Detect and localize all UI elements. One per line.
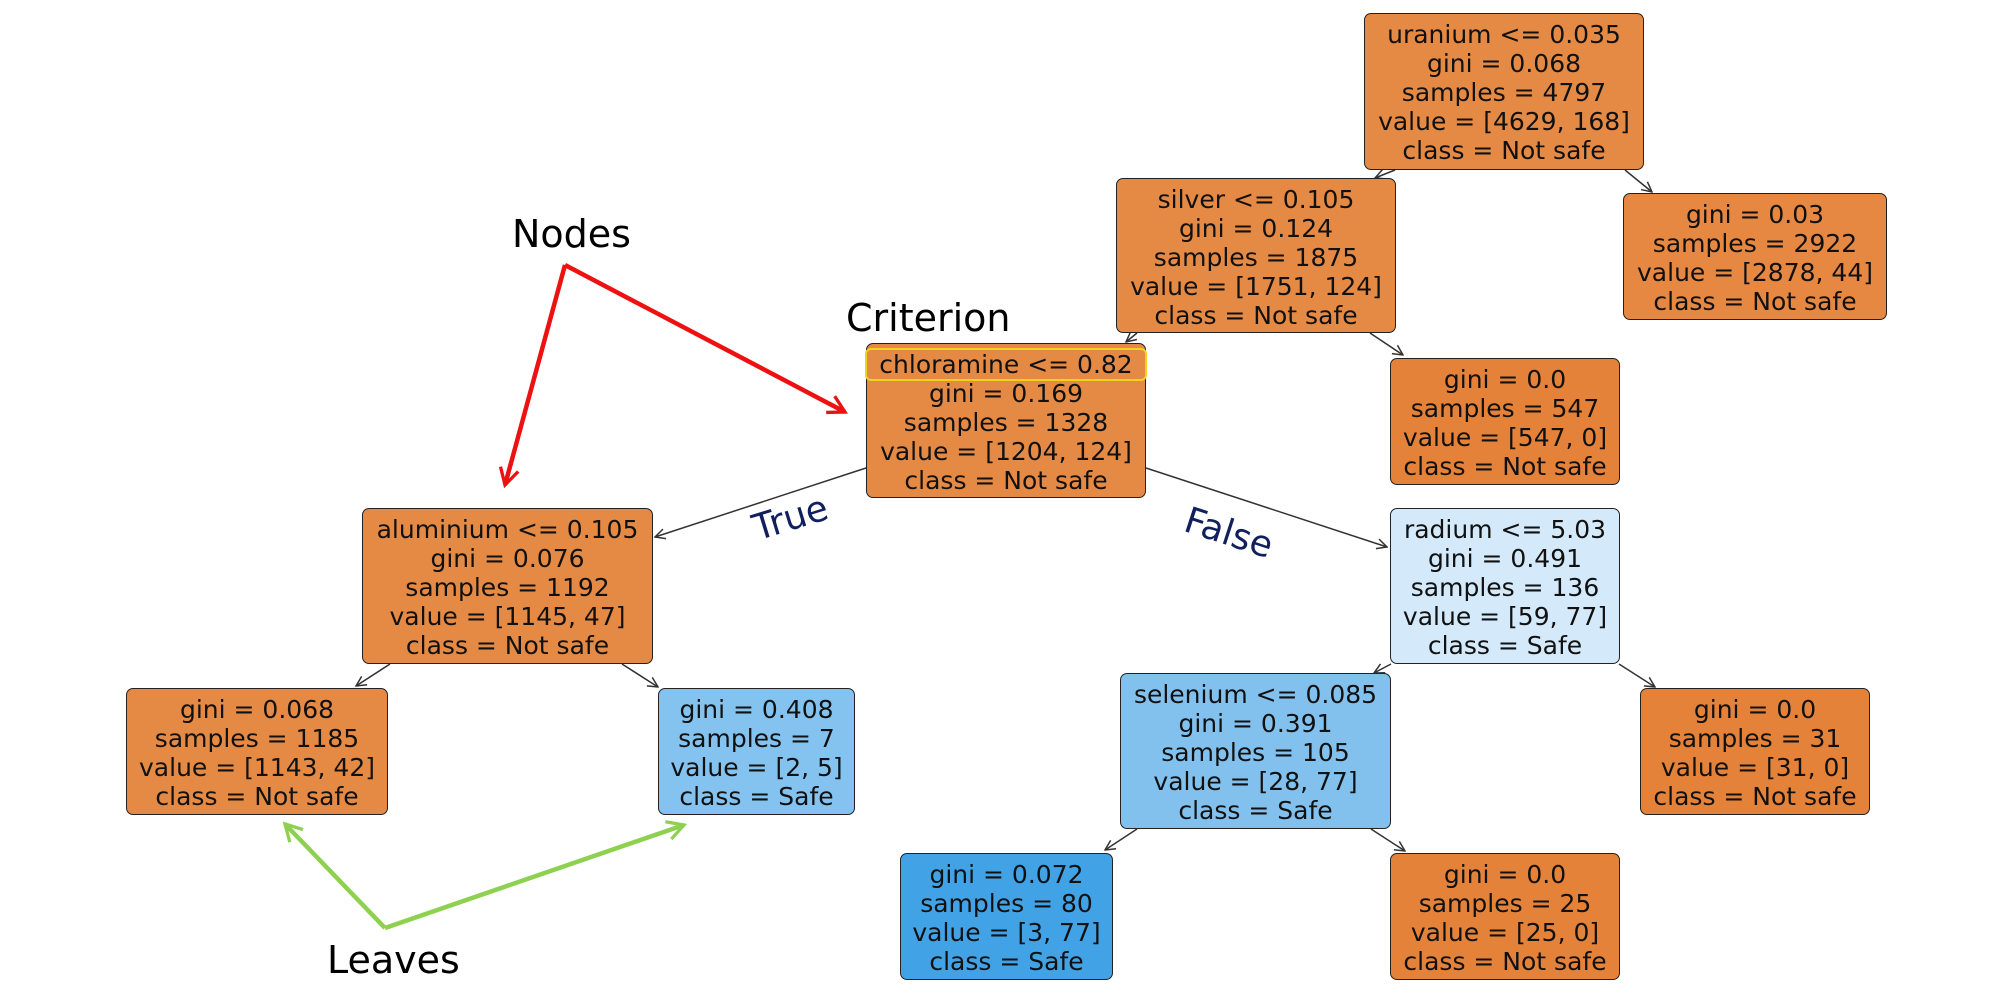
- node-line: class = Not safe: [1653, 782, 1857, 811]
- node-line: samples = 1192: [405, 573, 610, 602]
- annotation-leaves: Leaves: [327, 938, 460, 982]
- node-line: value = [1145, 47]: [389, 602, 626, 631]
- edge-aluminium-leaf-1185: [356, 663, 391, 686]
- node-line: value = [547, 0]: [1402, 423, 1608, 452]
- annotation-criterion: Criterion: [846, 296, 1011, 340]
- node-line: samples = 4797: [1401, 78, 1607, 107]
- node-leaf-80: gini = 0.072 samples = 80 value = [3, 77…: [900, 853, 1113, 980]
- node-leaf-1185: gini = 0.068 samples = 1185 value = [114…: [126, 688, 388, 815]
- edge-uranium-leaf-2922: [1624, 169, 1652, 192]
- edge-chloramine-radium: [1145, 467, 1387, 547]
- node-line: value = [28, 77]: [1153, 767, 1358, 796]
- nodes-arrow-left: [498, 264, 568, 489]
- node-line: gini = 0.408: [679, 695, 834, 724]
- node-line: gini = 0.124: [1178, 214, 1334, 243]
- node-line: uranium <= 0.035: [1387, 20, 1621, 49]
- edge-selenium-leaf-25: [1370, 828, 1405, 851]
- node-line: class = Not safe: [1653, 287, 1857, 316]
- node-leaf-547: gini = 0.0 samples = 547 value = [547, 0…: [1390, 358, 1620, 485]
- nodes-arrow-right: [563, 263, 849, 415]
- node-line: gini = 0.068: [179, 695, 335, 724]
- node-line: value = [25, 0]: [1410, 918, 1600, 947]
- node-line: value = [31, 0]: [1660, 753, 1850, 782]
- leaves-arrow-right: [384, 820, 688, 931]
- node-line: class = Not safe: [155, 782, 359, 811]
- node-line: gini = 0.169: [928, 379, 1084, 408]
- node-line: value = [1204, 124]: [880, 437, 1132, 466]
- node-leaf-31: gini = 0.0 samples = 31 value = [31, 0] …: [1640, 688, 1870, 815]
- node-line: value = [2, 5]: [670, 753, 843, 782]
- edge-aluminium-leaf-7: [621, 663, 658, 687]
- node-silver-split: silver <= 0.105 gini = 0.124 samples = 1…: [1116, 178, 1396, 333]
- node-line: chloramine <= 0.82: [865, 348, 1147, 381]
- node-line: silver <= 0.105: [1157, 185, 1355, 214]
- edge-chloramine-aluminium: [655, 467, 867, 537]
- node-line: samples = 80: [920, 889, 1093, 918]
- annotation-nodes: Nodes: [512, 212, 631, 256]
- node-uranium-split: uranium <= 0.035 gini = 0.068 samples = …: [1364, 13, 1644, 170]
- node-aluminium-split: aluminium <= 0.105 gini = 0.076 samples …: [362, 508, 653, 664]
- node-line: value = [4629, 168]: [1378, 107, 1630, 136]
- node-line: gini = 0.391: [1178, 709, 1333, 738]
- node-line: class = Not safe: [1403, 452, 1607, 481]
- edge-silver-leaf-547: [1369, 332, 1403, 355]
- node-line: samples = 547: [1410, 394, 1600, 423]
- node-line: selenium <= 0.085: [1133, 680, 1378, 709]
- criterion-highlight: chloramine <= 0.82: [865, 348, 1147, 381]
- node-leaf-2922: gini = 0.03 samples = 2922 value = [2878…: [1623, 193, 1887, 320]
- node-leaf-25: gini = 0.0 samples = 25 value = [25, 0] …: [1390, 853, 1620, 980]
- node-radium-split: radium <= 5.03 gini = 0.491 samples = 13…: [1390, 508, 1620, 664]
- edge-silver-chloramine: [1126, 333, 1138, 342]
- node-line: value = [2878, 44]: [1637, 258, 1873, 287]
- edge-uranium-silver: [1375, 170, 1396, 178]
- node-line: gini = 0.0: [1693, 695, 1817, 724]
- node-line: value = [1751, 124]: [1130, 272, 1382, 301]
- node-line: samples = 7: [678, 724, 835, 753]
- node-line: samples = 31: [1668, 724, 1842, 753]
- node-line: samples = 1185: [154, 724, 360, 753]
- node-leaf-7: gini = 0.408 samples = 7 value = [2, 5] …: [658, 688, 855, 815]
- node-line: class = Safe: [1178, 796, 1333, 825]
- node-line: gini = 0.491: [1427, 544, 1583, 573]
- node-line: class = Not safe: [405, 631, 610, 660]
- node-line: class = Not safe: [1403, 947, 1607, 976]
- node-line: gini = 0.068: [1426, 49, 1582, 78]
- node-line: value = [59, 77]: [1402, 602, 1608, 631]
- node-line: samples = 1875: [1153, 243, 1359, 272]
- node-line: gini = 0.072: [929, 860, 1084, 889]
- node-line: value = [3, 77]: [912, 918, 1101, 947]
- node-line: gini = 0.076: [430, 544, 585, 573]
- node-line: radium <= 5.03: [1403, 515, 1607, 544]
- node-line: class = Safe: [929, 947, 1084, 976]
- edge-selenium-leaf-80: [1105, 828, 1138, 850]
- node-line: samples = 25: [1418, 889, 1592, 918]
- node-line: samples = 136: [1410, 573, 1600, 602]
- node-line: class = Safe: [1427, 631, 1583, 660]
- node-selenium-split: selenium <= 0.085 gini = 0.391 samples =…: [1120, 673, 1391, 829]
- edge-radium-leaf-31: [1618, 663, 1655, 687]
- node-line: aluminium <= 0.105: [376, 515, 639, 544]
- node-line: class = Not safe: [1154, 301, 1358, 330]
- node-line: class = Not safe: [1402, 136, 1606, 165]
- node-line: value = [1143, 42]: [139, 753, 375, 782]
- node-line: class = Safe: [679, 782, 834, 811]
- node-line: class = Not safe: [904, 466, 1108, 495]
- node-line: gini = 0.0: [1443, 365, 1567, 394]
- node-line: gini = 0.03: [1685, 200, 1825, 229]
- node-line: samples = 105: [1161, 738, 1350, 767]
- node-line: samples = 2922: [1652, 229, 1858, 258]
- leaves-arrow-left: [282, 821, 387, 930]
- node-line: samples = 1328: [903, 408, 1109, 437]
- node-line: gini = 0.0: [1443, 860, 1567, 889]
- edge-radium-selenium: [1374, 663, 1392, 673]
- node-chloramine-split: chloramine <= 0.82 gini = 0.169 samples …: [865, 343, 1147, 498]
